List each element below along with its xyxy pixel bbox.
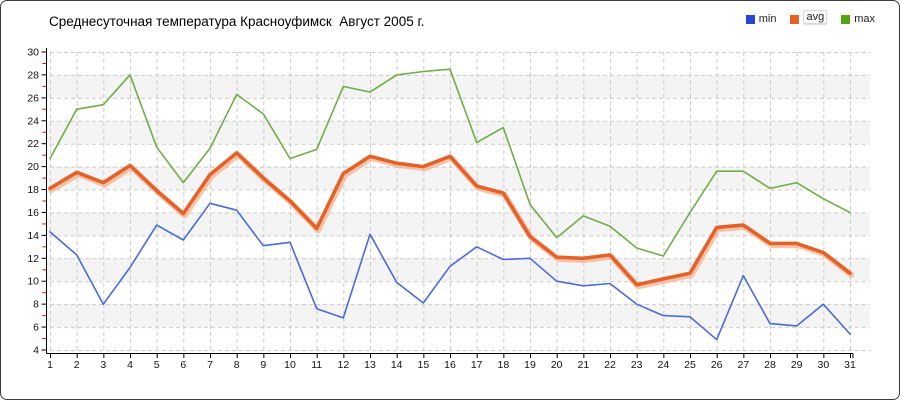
- svg-text:5: 5: [154, 359, 160, 371]
- svg-text:8: 8: [234, 359, 240, 371]
- min-series-swatch-icon: [745, 14, 755, 24]
- svg-text:31: 31: [844, 359, 856, 371]
- svg-text:26: 26: [711, 359, 723, 371]
- svg-text:27: 27: [737, 359, 749, 371]
- svg-text:26: 26: [27, 92, 39, 104]
- svg-text:24: 24: [657, 359, 669, 371]
- svg-text:10: 10: [284, 359, 296, 371]
- svg-text:14: 14: [391, 359, 403, 371]
- svg-text:14: 14: [27, 230, 39, 242]
- svg-text:25: 25: [684, 359, 696, 371]
- axes: [41, 48, 854, 358]
- svg-text:1: 1: [47, 359, 53, 371]
- svg-text:19: 19: [524, 359, 536, 371]
- svg-text:30: 30: [27, 47, 39, 59]
- svg-text:18: 18: [27, 184, 39, 196]
- legend-item-min[interactable]: min: [745, 13, 777, 25]
- legend-label-min: min: [758, 13, 777, 25]
- svg-text:3: 3: [100, 359, 106, 371]
- min-line: [49, 202, 851, 341]
- svg-text:4: 4: [33, 345, 39, 357]
- svg-text:30: 30: [817, 359, 829, 371]
- svg-text:16: 16: [27, 207, 39, 219]
- svg-text:24: 24: [27, 115, 39, 127]
- legend-item-avg[interactable]: avg: [790, 10, 828, 26]
- svg-text:18: 18: [497, 359, 509, 371]
- svg-text:7: 7: [207, 359, 213, 371]
- svg-text:6: 6: [33, 322, 39, 334]
- svg-text:12: 12: [337, 359, 349, 371]
- svg-text:22: 22: [27, 138, 39, 150]
- svg-text:4: 4: [127, 359, 133, 371]
- svg-text:11: 11: [311, 359, 322, 371]
- max-series-swatch-icon: [841, 14, 851, 24]
- avg-series-swatch-icon: [790, 14, 800, 24]
- svg-text:13: 13: [364, 359, 376, 371]
- svg-text:8: 8: [33, 299, 39, 311]
- svg-text:6: 6: [180, 359, 186, 371]
- svg-text:12: 12: [27, 253, 39, 265]
- legend-item-max[interactable]: max: [841, 13, 875, 25]
- svg-text:20: 20: [27, 161, 39, 173]
- svg-text:15: 15: [417, 359, 429, 371]
- legend-label-max: max: [854, 13, 875, 25]
- svg-text:29: 29: [791, 359, 803, 371]
- svg-text:9: 9: [260, 359, 266, 371]
- legend-label-avg: avg: [803, 10, 828, 24]
- chart-legend: min avg max: [745, 10, 875, 26]
- svg-text:23: 23: [631, 359, 643, 371]
- chart-title: Среднесуточная температура Красноуфимск …: [49, 14, 425, 29]
- svg-text:28: 28: [764, 359, 776, 371]
- svg-text:16: 16: [444, 359, 456, 371]
- avg-line: [48, 151, 852, 287]
- svg-text:2: 2: [74, 359, 80, 371]
- svg-text:28: 28: [27, 69, 39, 81]
- svg-text:20: 20: [551, 359, 563, 371]
- svg-text:10: 10: [27, 276, 39, 288]
- svg-text:22: 22: [604, 359, 616, 371]
- svg-text:17: 17: [471, 359, 483, 371]
- gridlines: [50, 52, 870, 351]
- max-line: [49, 68, 851, 257]
- svg-text:21: 21: [577, 359, 589, 371]
